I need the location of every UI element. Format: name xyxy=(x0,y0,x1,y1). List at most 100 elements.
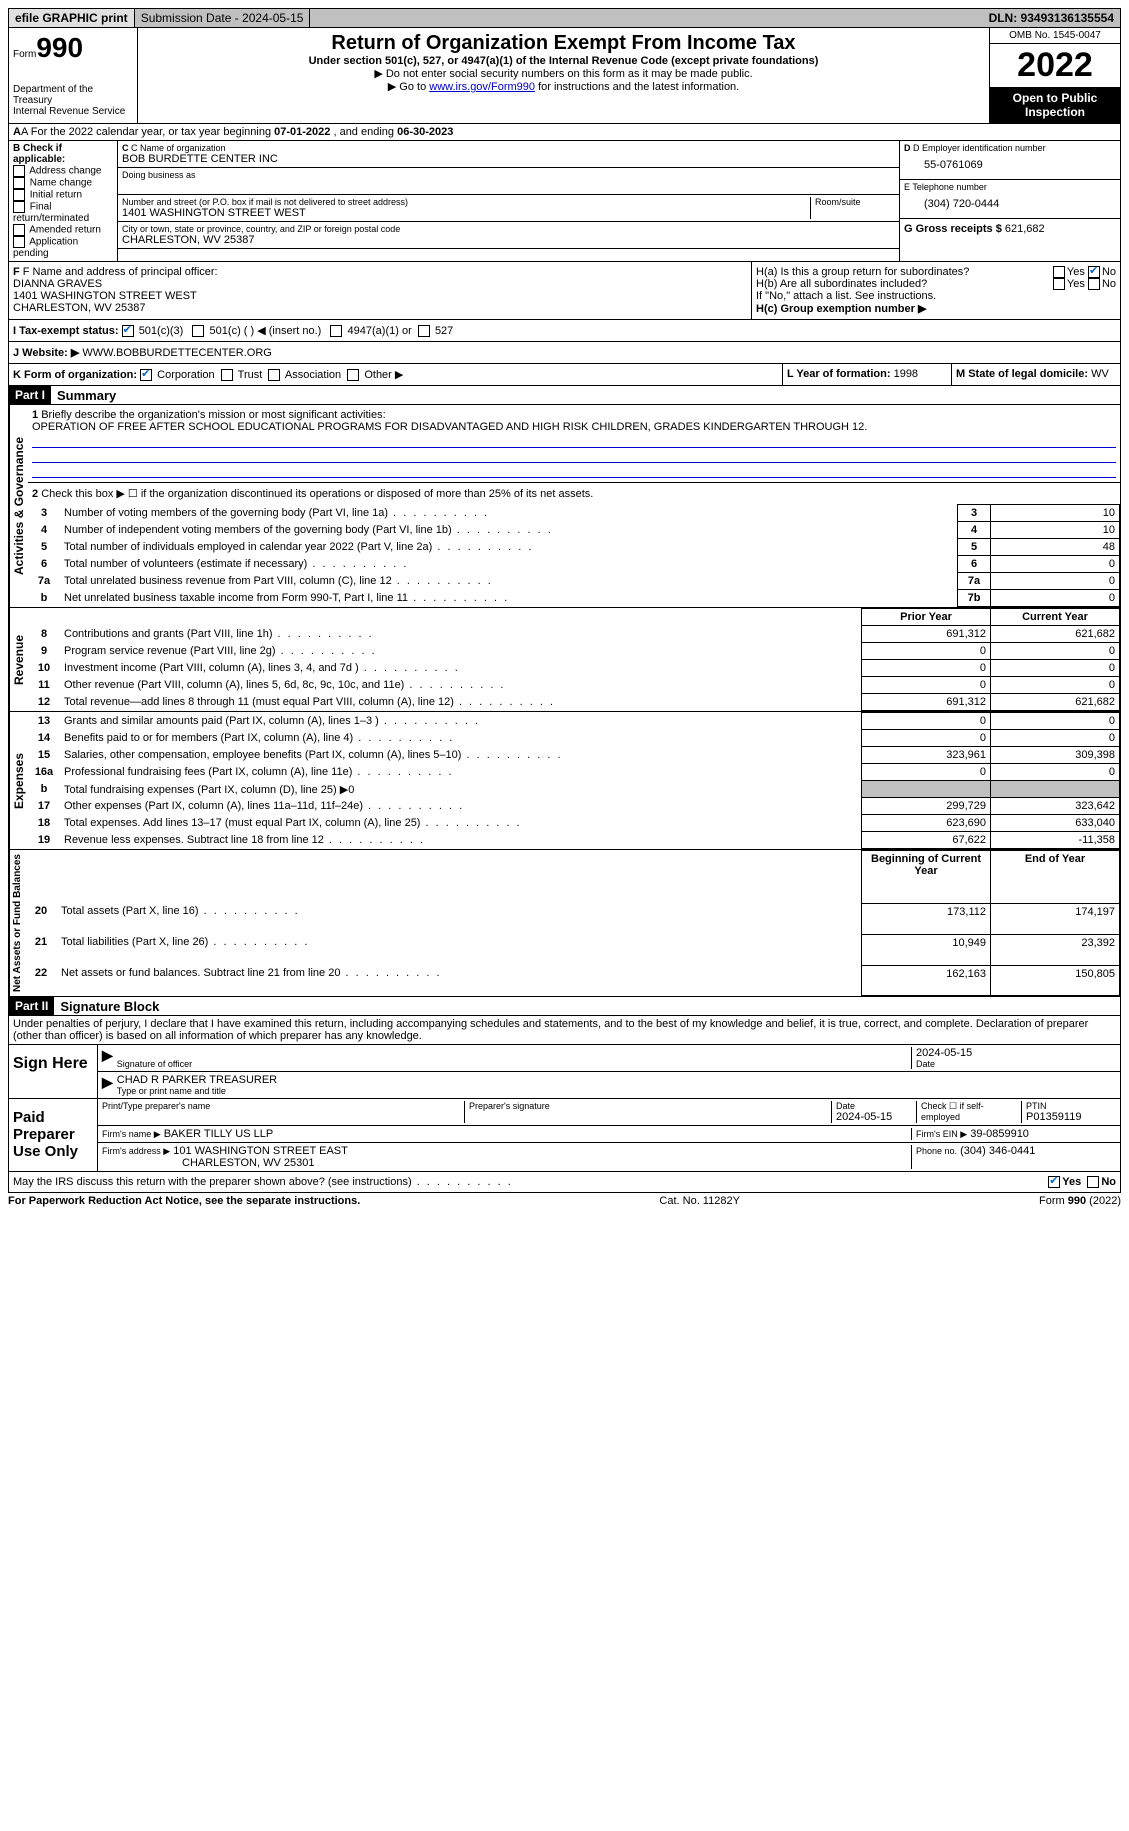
top-bar: efile GRAPHIC print Submission Date - 20… xyxy=(8,8,1121,28)
governance-table: 3Number of voting members of the governi… xyxy=(28,504,1120,607)
row-l: L Year of formation: 1998 xyxy=(782,364,951,385)
side-revenue: Revenue xyxy=(9,608,28,711)
ha-no[interactable] xyxy=(1088,266,1100,278)
ein-label: D D Employer identification number xyxy=(904,143,1116,153)
501c-check[interactable] xyxy=(192,325,204,337)
prep-name-label: Print/Type preparer's name xyxy=(102,1101,464,1111)
arrow-icon: ▶ xyxy=(102,1047,113,1069)
form-number: Form990 xyxy=(13,32,133,64)
row-k: K Form of organization: Corporation Trus… xyxy=(9,364,782,385)
colb-check[interactable] xyxy=(13,189,25,201)
firm-phone-label: Phone no. xyxy=(916,1146,957,1156)
name-label: C C Name of organization xyxy=(122,143,895,153)
officer-name: DIANNA GRAVES xyxy=(13,278,747,290)
paperwork-notice: For Paperwork Reduction Act Notice, see … xyxy=(8,1195,360,1207)
ptin: P01359119 xyxy=(1026,1111,1116,1123)
sig-officer-label: Signature of officer xyxy=(117,1059,911,1069)
form-subtitle: Under section 501(c), 527, or 4947(a)(1)… xyxy=(142,55,985,67)
part2-header: Part II xyxy=(9,997,54,1015)
phone: (304) 720-0444 xyxy=(904,192,1116,216)
discuss-label: May the IRS discuss this return with the… xyxy=(13,1176,1048,1188)
colb-check[interactable] xyxy=(13,236,25,248)
527-check[interactable] xyxy=(418,325,430,337)
netassets-table: Beginning of Current YearEnd of Year20To… xyxy=(25,850,1120,996)
hb-label: H(b) Are all subordinates included? xyxy=(756,278,1053,290)
side-governance: Activities & Governance xyxy=(9,405,28,607)
row-m: M State of legal domicile: WV xyxy=(951,364,1120,385)
q1-label: Briefly describe the organization's miss… xyxy=(41,409,385,421)
officer-addr1: 1401 WASHINGTON STREET WEST xyxy=(13,290,747,302)
omb-number: OMB No. 1545-0047 xyxy=(990,28,1120,44)
cat-no: Cat. No. 11282Y xyxy=(659,1195,740,1207)
discuss-no[interactable] xyxy=(1087,1176,1099,1188)
ein: 55-0761069 xyxy=(904,153,1116,177)
officer-addr2: CHARLESTON, WV 25387 xyxy=(13,302,747,314)
part1-title: Summary xyxy=(51,388,116,403)
row-j: J Website: ▶ WWW.BOBBURDETTECENTER.ORG xyxy=(9,342,1120,363)
q1-text: OPERATION OF FREE AFTER SCHOOL EDUCATION… xyxy=(32,421,867,433)
form-header: Form990 Department of the Treasury Inter… xyxy=(8,28,1121,124)
sign-here-label: Sign Here xyxy=(9,1045,97,1098)
assoc-check[interactable] xyxy=(268,369,280,381)
other-check[interactable] xyxy=(347,369,359,381)
ptin-label: PTIN xyxy=(1026,1101,1116,1111)
q2-text: Check this box ▶ ☐ if the organization d… xyxy=(41,488,593,500)
room-label: Room/suite xyxy=(815,197,895,207)
side-expenses: Expenses xyxy=(9,712,28,849)
colb-check[interactable] xyxy=(13,165,25,177)
firm-addr-label: Firm's address ▶ xyxy=(102,1146,170,1156)
4947-check[interactable] xyxy=(330,325,342,337)
side-netassets: Net Assets or Fund Balances xyxy=(9,850,25,996)
self-emp: Check ☐ if self-employed xyxy=(916,1101,1021,1123)
hb-yes[interactable] xyxy=(1053,278,1065,290)
revenue-table: Prior YearCurrent Year8Contributions and… xyxy=(28,608,1120,711)
colb-check[interactable] xyxy=(13,177,25,189)
city-label: City or town, state or province, country… xyxy=(122,224,895,234)
firm-name-label: Firm's name ▶ xyxy=(102,1129,161,1139)
open-inspection: Open to Public Inspection xyxy=(990,87,1120,123)
irs-label: Internal Revenue Service xyxy=(13,106,133,117)
form-footer: Form 990 (2022) xyxy=(1039,1195,1121,1207)
dept-treasury: Department of the Treasury xyxy=(13,84,133,106)
part2-title: Signature Block xyxy=(54,999,159,1014)
org-name: BOB BURDETTE CENTER INC xyxy=(122,153,895,165)
note-link: ▶ Go to www.irs.gov/Form990 for instruct… xyxy=(142,80,985,93)
ha-yes[interactable] xyxy=(1053,266,1065,278)
penalty-text: Under penalties of perjury, I declare th… xyxy=(8,1016,1121,1045)
firm-ein-label: Firm's EIN ▶ xyxy=(916,1129,967,1139)
arrow-icon: ▶ xyxy=(102,1074,113,1096)
hb-note: If "No," attach a list. See instructions… xyxy=(756,290,1116,302)
colb-check[interactable] xyxy=(13,224,25,236)
section-bcd: B Check if applicable: Address change Na… xyxy=(8,141,1121,261)
note-ssn: ▶ Do not enter social security numbers o… xyxy=(142,67,985,80)
hc-label: H(c) Group exemption number ▶ xyxy=(756,302,1116,315)
paid-preparer-label: Paid Preparer Use Only xyxy=(9,1099,97,1171)
dba-label: Doing business as xyxy=(122,170,895,180)
officer-label: F F Name and address of principal office… xyxy=(13,266,747,278)
firm-name: BAKER TILLY US LLP xyxy=(164,1128,273,1140)
discuss-yes[interactable] xyxy=(1048,1176,1060,1188)
corp-check[interactable] xyxy=(140,369,152,381)
phone-label: E Telephone number xyxy=(904,182,1116,192)
sig-date-label: Date xyxy=(916,1059,1116,1069)
expenses-table: 13Grants and similar amounts paid (Part … xyxy=(28,712,1120,849)
colb-check[interactable] xyxy=(13,201,25,213)
501c3-check[interactable] xyxy=(122,325,134,337)
form-title: Return of Organization Exempt From Incom… xyxy=(142,32,985,55)
efile-print-button[interactable]: efile GRAPHIC print xyxy=(9,9,135,27)
irs-link[interactable]: www.irs.gov/Form990 xyxy=(429,81,535,93)
officer-print-label: Type or print name and title xyxy=(117,1086,1116,1096)
city: CHARLESTON, WV 25387 xyxy=(122,234,895,246)
firm-phone: (304) 346-0441 xyxy=(960,1145,1035,1157)
firm-addr1: 101 WASHINGTON STREET EAST xyxy=(173,1145,348,1157)
part1-header: Part I xyxy=(9,386,51,404)
gross-receipts: 621,682 xyxy=(1005,223,1045,235)
hb-no[interactable] xyxy=(1088,278,1100,290)
prep-sig-label: Preparer's signature xyxy=(469,1101,831,1111)
row-a-tax-year: AA For the 2022 calendar year, or tax ye… xyxy=(8,124,1121,141)
firm-addr2: CHARLESTON, WV 25301 xyxy=(102,1157,314,1169)
dln: DLN: 93493136135554 xyxy=(983,9,1120,27)
firm-ein: 39-0859910 xyxy=(970,1128,1029,1140)
sig-date: 2024-05-15 xyxy=(916,1047,1116,1059)
trust-check[interactable] xyxy=(221,369,233,381)
